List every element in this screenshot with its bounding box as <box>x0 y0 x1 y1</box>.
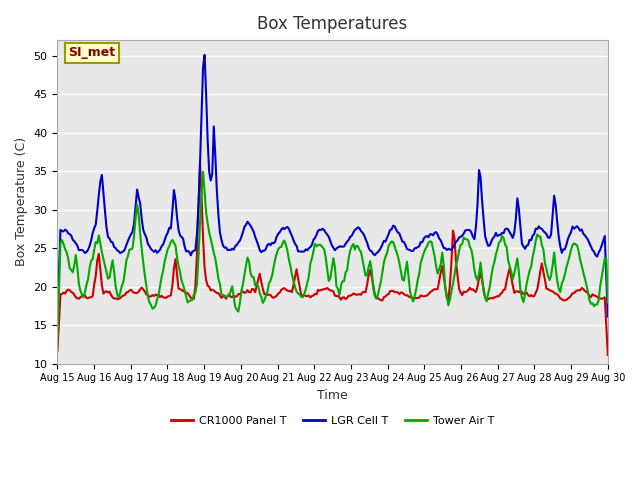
Tower Air T <box>199 169 207 175</box>
Tower Air T <box>296 292 303 298</box>
Tower Air T <box>575 249 582 254</box>
Tower Air T <box>121 269 129 275</box>
CR1000 Panel T <box>604 352 612 358</box>
CR1000 Panel T <box>296 284 303 289</box>
CR1000 Panel T <box>121 292 129 298</box>
Tower Air T <box>247 271 255 276</box>
Tower Air T <box>604 300 612 305</box>
Text: SI_met: SI_met <box>68 46 116 60</box>
Line: Tower Air T: Tower Air T <box>58 172 608 342</box>
CR1000 Panel T <box>219 293 227 299</box>
Legend: CR1000 Panel T, LGR Cell T, Tower Air T: CR1000 Panel T, LGR Cell T, Tower Air T <box>167 411 499 430</box>
LGR Cell T <box>237 234 245 240</box>
X-axis label: Time: Time <box>317 389 348 402</box>
CR1000 Panel T <box>247 289 255 295</box>
CR1000 Panel T <box>196 161 204 167</box>
Line: LGR Cell T: LGR Cell T <box>58 55 608 317</box>
CR1000 Panel T <box>54 348 61 354</box>
Line: CR1000 Panel T: CR1000 Panel T <box>58 164 608 355</box>
LGR Cell T <box>575 226 582 231</box>
Title: Box Temperatures: Box Temperatures <box>257 15 408 33</box>
CR1000 Panel T <box>237 290 245 296</box>
LGR Cell T <box>604 314 612 320</box>
LGR Cell T <box>247 223 255 229</box>
Y-axis label: Box Temperature (C): Box Temperature (C) <box>15 137 28 266</box>
LGR Cell T <box>219 242 227 248</box>
Tower Air T <box>237 288 245 294</box>
LGR Cell T <box>121 246 129 252</box>
Tower Air T <box>219 292 227 298</box>
Tower Air T <box>54 339 61 345</box>
LGR Cell T <box>54 312 61 318</box>
LGR Cell T <box>296 249 303 254</box>
CR1000 Panel T <box>575 288 582 293</box>
LGR Cell T <box>201 52 209 58</box>
